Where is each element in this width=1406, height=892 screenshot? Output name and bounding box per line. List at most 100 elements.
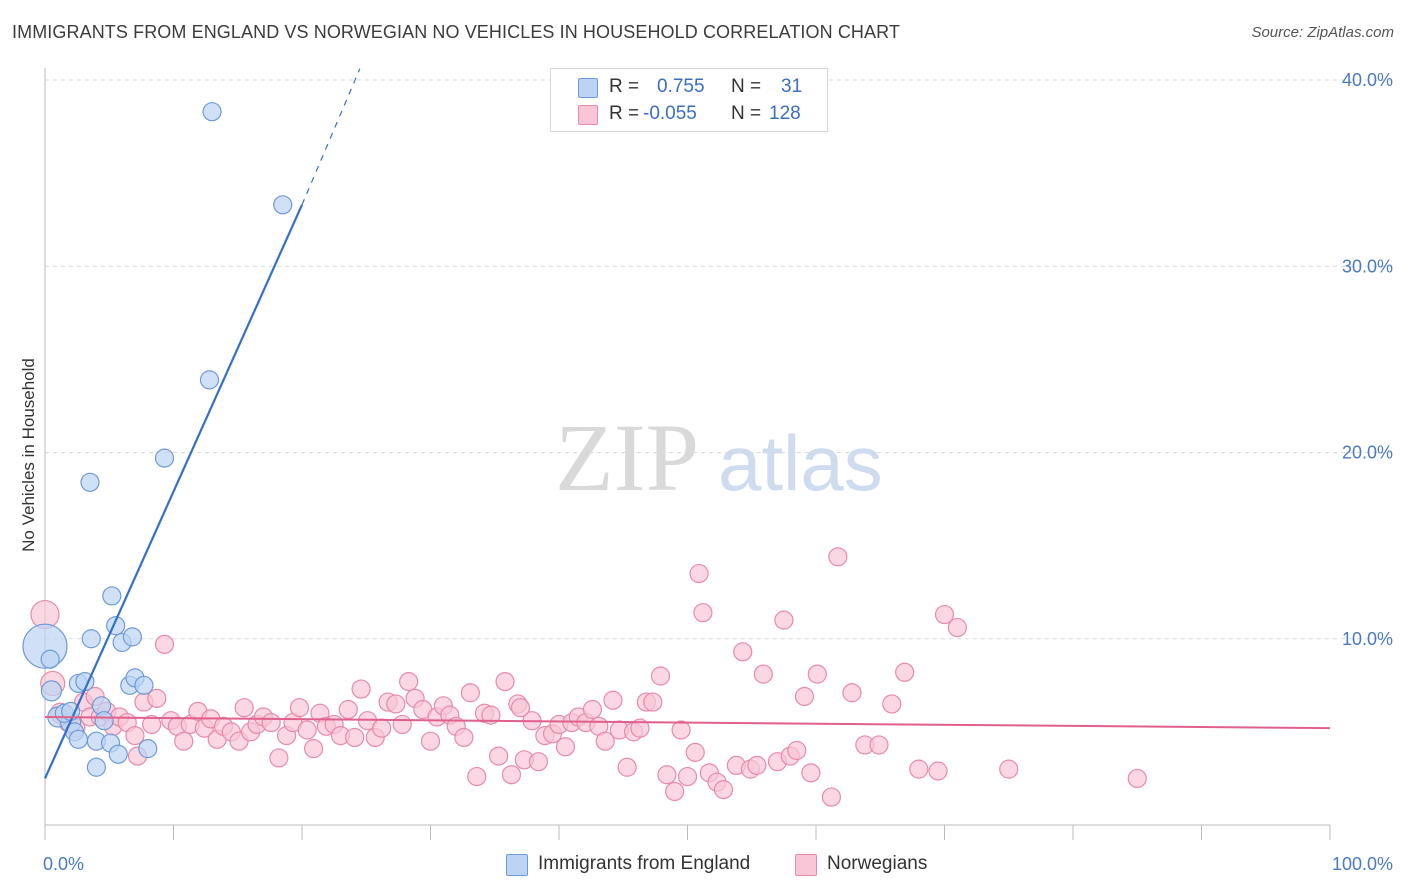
data-point — [510, 698, 531, 718]
data-point — [154, 448, 175, 468]
data-point — [928, 761, 948, 781]
data-point — [555, 737, 576, 757]
data-point — [386, 694, 406, 714]
data-point — [747, 755, 767, 776]
data-point — [807, 664, 827, 684]
data-point — [234, 698, 254, 718]
bottom-legend-label: Norwegians — [827, 853, 928, 874]
trend-lines — [43, 68, 1331, 779]
gridlines — [45, 79, 1392, 640]
data-point — [351, 679, 371, 699]
data-point — [40, 649, 60, 669]
data-point — [392, 714, 412, 735]
data-point — [202, 102, 222, 122]
x-tick-label: 100.0% — [1332, 854, 1393, 874]
legend-n-label: N = — [731, 103, 762, 124]
data-point — [147, 688, 167, 708]
y-axis-label: No Vehicles in Household — [19, 358, 38, 552]
data-point — [154, 634, 175, 654]
legend-swatch-pink — [578, 105, 598, 125]
chart-title: IMMIGRANTS FROM ENGLAND VS NORWEGIAN NO … — [12, 22, 901, 42]
data-point — [345, 727, 365, 748]
data-point — [787, 740, 807, 761]
legend-swatch-blue — [578, 78, 598, 98]
data-point — [595, 731, 615, 751]
data-point — [454, 727, 474, 748]
data-point — [489, 746, 509, 766]
legend-n-value: 31 — [781, 76, 803, 97]
watermark-atlas: atlas — [718, 419, 883, 507]
data-point — [882, 694, 902, 714]
data-point — [297, 720, 317, 740]
y-tick-label: 40.0% — [1342, 70, 1393, 90]
legend-r-value: 0.755 — [657, 76, 705, 97]
data-point — [399, 671, 419, 692]
data-point — [81, 629, 101, 649]
data-point — [801, 763, 821, 783]
legend-r-label: R = — [609, 103, 640, 124]
y-tick-label: 20.0% — [1342, 443, 1393, 463]
data-point — [138, 739, 158, 759]
bottom-legend-swatch-blue — [506, 854, 528, 876]
data-point — [86, 757, 107, 777]
data-point — [650, 666, 671, 686]
axes — [44, 68, 1331, 840]
x-tick-label: 0.0% — [43, 854, 84, 874]
data-point — [273, 195, 293, 215]
data-point — [420, 731, 441, 751]
data-point — [481, 705, 501, 725]
data-point — [821, 787, 842, 807]
data-point — [40, 680, 63, 702]
data-point — [122, 627, 142, 647]
data-point — [289, 698, 310, 718]
bottom-legend-swatch-pink — [795, 854, 817, 876]
data-point — [689, 563, 709, 584]
data-point — [338, 699, 358, 720]
data-point — [869, 735, 889, 755]
data-point — [693, 603, 713, 623]
data-point — [125, 725, 145, 746]
data-point — [603, 690, 623, 710]
correlation-legend: R = 0.755 N = 31 R = -0.055 N = 128 — [550, 68, 828, 132]
data-point — [102, 586, 122, 606]
data-point — [467, 766, 487, 787]
data-point — [713, 780, 734, 800]
data-point — [999, 759, 1019, 779]
watermark-zip: ZIP — [555, 404, 699, 511]
data-point — [174, 731, 194, 751]
data-point — [142, 714, 162, 735]
data-point — [774, 610, 794, 630]
data-point — [303, 739, 324, 759]
data-point — [94, 711, 114, 731]
data-point — [269, 748, 289, 768]
data-point — [134, 675, 154, 695]
bottom-legend-label: Immigrants from England — [538, 853, 751, 874]
legend-row-norwegians: R = -0.055 N = 128 — [551, 100, 827, 127]
trend-line-norwegians — [44, 715, 1331, 730]
data-point — [460, 683, 480, 703]
trend-line-england-extension — [301, 68, 361, 206]
data-point — [947, 617, 967, 638]
data-point — [108, 744, 128, 764]
source-label: Source: ZipAtlas.com — [1251, 24, 1394, 41]
data-point — [630, 718, 650, 738]
data-point — [582, 699, 603, 720]
data-point — [643, 692, 663, 712]
legend-r-label: R = — [609, 76, 640, 97]
data-point — [753, 664, 773, 684]
data-point — [677, 766, 698, 787]
trend-line-england — [43, 204, 304, 779]
legend-r-value: -0.055 — [643, 103, 697, 124]
data-point — [199, 370, 220, 390]
data-point — [261, 712, 281, 733]
data-point — [895, 662, 915, 682]
norwegians-points — [30, 547, 1147, 807]
data-point — [794, 686, 815, 707]
tick-labels: 10.0% 20.0% 30.0% 40.0% 0.0% 100.0% — [43, 70, 1393, 874]
data-point — [842, 683, 862, 703]
data-point — [934, 604, 955, 625]
data-point — [657, 765, 677, 785]
data-point — [68, 729, 89, 749]
data-point — [733, 642, 753, 662]
